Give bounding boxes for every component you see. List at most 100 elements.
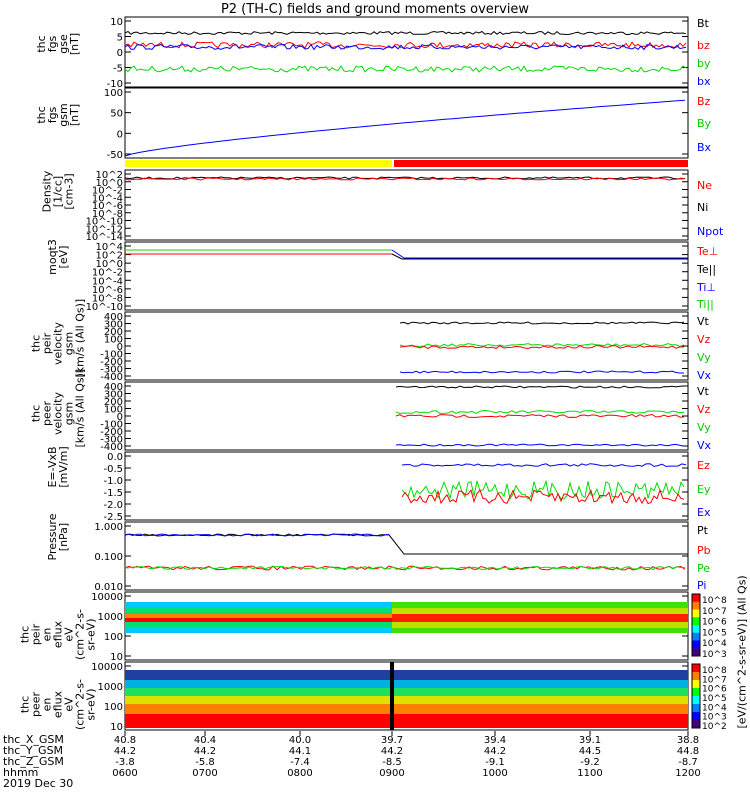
legend-entry: Ne xyxy=(697,179,712,192)
colorbar-frame xyxy=(691,593,701,657)
colorbar-segment xyxy=(692,601,700,610)
peir-series-Vy xyxy=(399,342,685,348)
x-row-value: -8.7 xyxy=(678,757,698,768)
peer-spectrogram-band xyxy=(125,688,688,696)
legend-entry: Bt xyxy=(697,17,709,30)
series-Pe xyxy=(124,565,686,571)
y-axis-label: Pressure [nPa] xyxy=(46,513,70,561)
y-axis-label: thc peir en eflux eV (cm^2-s- sr-eV) xyxy=(18,609,98,660)
peir-spectrogram-band xyxy=(392,614,688,622)
y-tick-label: 200 xyxy=(104,327,123,338)
y-tick-label: -50 xyxy=(107,150,123,161)
y-tick-label: 10^-6 xyxy=(92,201,123,212)
panel-frame xyxy=(124,16,689,88)
colorbar-segment xyxy=(692,712,700,721)
y-tick-label: 10^-8 xyxy=(92,209,123,220)
y-tick-label: -2.5 xyxy=(103,512,123,523)
legend-entry: Vt xyxy=(697,385,709,398)
y-tick-label: 10^-4 xyxy=(92,193,123,204)
peir-spectrogram xyxy=(125,602,688,633)
y-tick-label: 100 xyxy=(104,335,123,346)
peir-series-Vx xyxy=(399,370,684,374)
series-Bt xyxy=(124,30,687,36)
y-tick-label: 5 xyxy=(117,33,123,44)
y-tick-label: 0.100 xyxy=(94,552,123,563)
legend-entry: Vz xyxy=(697,333,711,346)
colorbar-tick-label: 10^6 xyxy=(702,685,727,695)
x-row-value: 44.2 xyxy=(114,746,136,757)
date-label: 2019 Dec 30 xyxy=(3,777,74,790)
y-tick-label: 400 xyxy=(104,312,123,323)
y-tick-label: 0.010 xyxy=(94,582,123,593)
quality-bar-yellow xyxy=(125,160,392,167)
peer-spectrogram-band xyxy=(125,670,688,680)
y-tick-label: -400 xyxy=(100,442,123,453)
peer-spectrogram-band xyxy=(390,662,394,730)
colorbar-segment xyxy=(692,696,700,705)
y-tick-label: 0 xyxy=(117,412,123,423)
legend-entry: Ti|| xyxy=(697,298,714,311)
series-Bx xyxy=(124,99,686,157)
y-tick-label: 0.0 xyxy=(107,452,123,463)
y-tick-label: 10^4 xyxy=(96,242,123,253)
peer-series-Vx xyxy=(395,443,685,447)
series-Ex xyxy=(401,463,687,467)
colorbar-segment xyxy=(692,672,700,681)
panel-frame xyxy=(124,241,689,311)
peer-series-Vy xyxy=(395,409,685,414)
series-Ez xyxy=(401,488,685,505)
series-Pt xyxy=(124,533,688,555)
legend-entry: Ex xyxy=(697,506,711,519)
y-tick-label: 10^-14 xyxy=(86,232,123,243)
y-tick-label: -400 xyxy=(100,372,123,383)
peir-spectrogram-band xyxy=(392,622,688,628)
y-tick-label: 10^-2 xyxy=(92,268,123,279)
x-row-label: thc_Z_GSM xyxy=(3,755,64,768)
x-row-value: -8.5 xyxy=(382,757,402,768)
series-Pi xyxy=(124,533,390,537)
x-row-value: 38.8 xyxy=(677,735,699,746)
panel-frame xyxy=(124,521,689,591)
peir-spectrogram-band xyxy=(125,602,392,608)
legend-entry: Ni xyxy=(697,201,709,214)
y-tick-label: 1.000 xyxy=(94,522,123,533)
y-tick-label: 10 xyxy=(110,17,123,28)
legend-entry: Pt xyxy=(697,524,708,537)
colorbar-segment xyxy=(692,680,700,689)
x-row-value: 39.4 xyxy=(484,735,506,746)
peir-spectrogram-band xyxy=(392,608,688,614)
colorbar-tick-label: 10^4 xyxy=(702,703,727,713)
y-tick-label: 0 xyxy=(117,129,123,140)
quality-bar-red xyxy=(394,160,688,167)
legend-entry: Bx xyxy=(697,141,712,154)
y-tick-label: 300 xyxy=(104,390,123,401)
y-axis-label: E=-VxB [mV/m] xyxy=(46,446,70,488)
x-row-label: thc_X_GSM xyxy=(3,733,64,746)
legend-entry: Vz xyxy=(697,403,711,416)
y-tick-label: 10^2 xyxy=(96,170,123,181)
series-Ne xyxy=(124,177,686,181)
y-tick-label: 100 xyxy=(104,632,123,643)
legend-entry: By xyxy=(697,117,712,130)
y-tick-label: 300 xyxy=(104,320,123,331)
series-bx xyxy=(124,43,687,51)
y-tick-label: 10^-6 xyxy=(92,285,123,296)
y-tick-label: 400 xyxy=(104,382,123,393)
peir-spectrogram-band xyxy=(125,614,392,618)
y-tick-label: 200 xyxy=(104,397,123,408)
legend-entry: Ey xyxy=(697,483,711,496)
x-row-value: 1200 xyxy=(675,768,700,779)
x-row-value: 40.0 xyxy=(289,735,311,746)
colorbar-tick-label: 10^4 xyxy=(702,639,727,649)
x-row-value: 39.7 xyxy=(381,735,403,746)
colorbar-segment xyxy=(692,648,700,657)
colorbar-label: [eV/(cm^2-s-sr-eV)] (All Qs) xyxy=(735,575,749,729)
x-row-value: -3.8 xyxy=(115,757,135,768)
x-row-value: 0700 xyxy=(192,768,217,779)
x-row-value: -5.8 xyxy=(195,757,215,768)
series-by xyxy=(124,65,687,73)
colorbar-tick-label: 10^5 xyxy=(702,694,727,704)
x-row-value: 44.1 xyxy=(289,746,311,757)
panel-frame xyxy=(124,451,689,521)
